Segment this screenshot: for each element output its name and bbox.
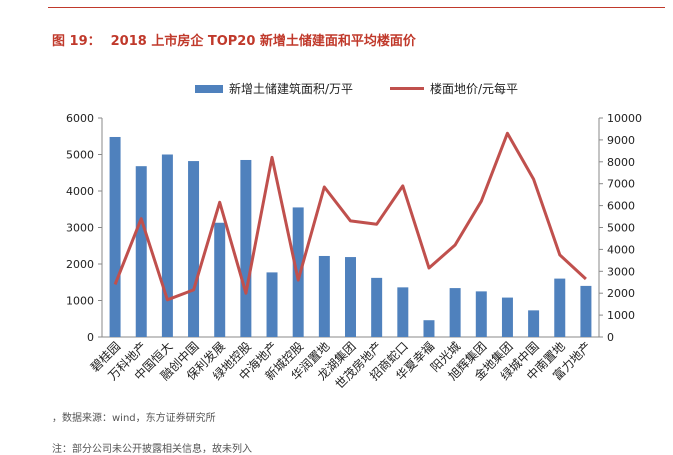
y-left-tick-label: 4000 [66, 185, 94, 198]
y-right-tick-label: 9000 [607, 134, 635, 147]
figure-number: 图 19： [52, 34, 101, 49]
y-left-tick-label: 3000 [66, 222, 94, 235]
legend-label-bar: 新增土储建筑面积/万平 [229, 82, 354, 96]
bar [188, 161, 200, 337]
figure-title: 图 19： 2018 上市房企 TOP20 新增土储建面和平均楼面价 [52, 30, 416, 49]
bar [240, 159, 252, 337]
bar [449, 288, 461, 337]
figure-title-text: 2018 上市房企 TOP20 新增土储建面和平均楼面价 [110, 34, 416, 49]
y-right-tick-label: 2000 [607, 287, 635, 300]
y-right-tick-label: 8000 [607, 156, 635, 169]
y-right-tick-label: 10000 [607, 112, 642, 125]
legend-swatch-line [390, 87, 424, 90]
y-right-tick-label: 0 [607, 331, 614, 344]
bar [501, 297, 513, 337]
bar [345, 257, 356, 337]
y-left-tick-label: 0 [87, 331, 94, 344]
line-series [113, 131, 587, 302]
footnote: 注：部分公司未公开披露相关信息，故未列入 [52, 444, 252, 455]
source-note: ，数据来源：wind，东方证券研究所 [52, 413, 216, 424]
legend-item-bar: 新增土储建筑面积/万平 [195, 80, 353, 97]
y-right-tick-label: 5000 [607, 222, 635, 235]
bar [554, 278, 566, 337]
legend-label-line: 楼面地价/元每平 [430, 82, 519, 96]
y-right-tick-label: 6000 [607, 200, 635, 213]
legend-swatch-bar [195, 84, 223, 93]
bar [266, 272, 278, 337]
y-right-tick-label: 1000 [607, 309, 635, 322]
y-right-tick-label: 4000 [607, 243, 635, 256]
bar [371, 277, 383, 337]
bar [475, 291, 487, 337]
chart: 0 1000 2000 3000 4000 5000 6000 0 1000 2000 3000 40… [66, 112, 642, 392]
bar [423, 320, 435, 337]
y-left-tick-label: 2000 [66, 258, 94, 271]
bar [580, 285, 592, 337]
bar [292, 207, 304, 337]
y-left-tick-label: 6000 [66, 112, 94, 125]
bar [397, 287, 409, 337]
legend-item-line: 楼面地价/元每平 [390, 80, 518, 97]
bar [528, 310, 540, 337]
top-rule [48, 7, 665, 8]
y-right-tick-label: 3000 [607, 265, 635, 278]
y-left-tick-label: 1000 [66, 295, 94, 308]
y-right-tick-label: 7000 [607, 178, 635, 191]
bar [318, 255, 330, 337]
bar [214, 222, 226, 337]
y-left-tick-label: 5000 [66, 149, 94, 162]
bar [109, 136, 121, 337]
bar [135, 166, 147, 337]
bar [161, 154, 173, 337]
